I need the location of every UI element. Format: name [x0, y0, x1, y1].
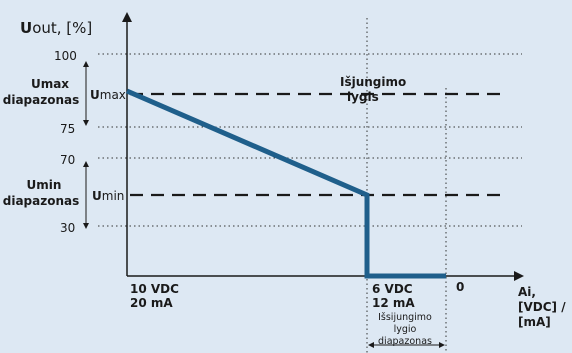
x-mark-mid-line1: 6 VDC: [372, 282, 413, 296]
level-lines: [130, 92, 500, 197]
umax-range-label-line2: diapazonas: [3, 93, 80, 107]
x-mark-zero: 0: [456, 280, 464, 294]
y-tick-70: 70: [60, 153, 75, 167]
y-tick-75: 75: [60, 122, 75, 136]
y-tick-30: 30: [60, 221, 75, 235]
x-axis-title-line2: [VDC] /: [518, 300, 566, 314]
y-axis-title-rest: out, [%]: [32, 19, 92, 37]
umin-range-label-line2: diapazonas: [3, 194, 80, 208]
cutoff-label-line1: Išjungimo: [340, 75, 406, 89]
y-tick-100: 100: [54, 49, 77, 63]
umax-range-label-line1: Umax: [31, 77, 69, 91]
grid-lines: [98, 18, 522, 353]
y-axis-title: Uout, [%]: [20, 19, 92, 37]
umin-level-label-rest: min: [102, 189, 125, 203]
y-axis-title-bold: U: [20, 19, 32, 37]
cutoff-range-line3: diapazonas: [378, 336, 432, 347]
x-mark-left-line1: 10 VDC: [130, 282, 179, 296]
cutoff-label-line2: lygis: [347, 90, 379, 104]
umax-level-label: Umax: [90, 88, 126, 102]
x-axis-title-line1: Ai,: [518, 285, 536, 299]
umin-range-label-line1: Umin: [27, 178, 62, 192]
cutoff-range-line2: lygio: [394, 324, 417, 335]
umin-level-label-bold: U: [92, 189, 102, 203]
umin-level-label: Umin: [92, 189, 124, 203]
cutoff-range-line1: Išsijungimo: [378, 312, 432, 323]
output-curve: [126, 88, 446, 279]
umax-level-label-rest: max: [100, 88, 126, 102]
x-axis-title-line3: [mA]: [518, 315, 551, 329]
x-mark-mid-line2: 12 mA: [372, 296, 415, 310]
umax-level-label-bold: U: [90, 88, 100, 102]
x-mark-left-line2: 20 mA: [130, 296, 173, 310]
